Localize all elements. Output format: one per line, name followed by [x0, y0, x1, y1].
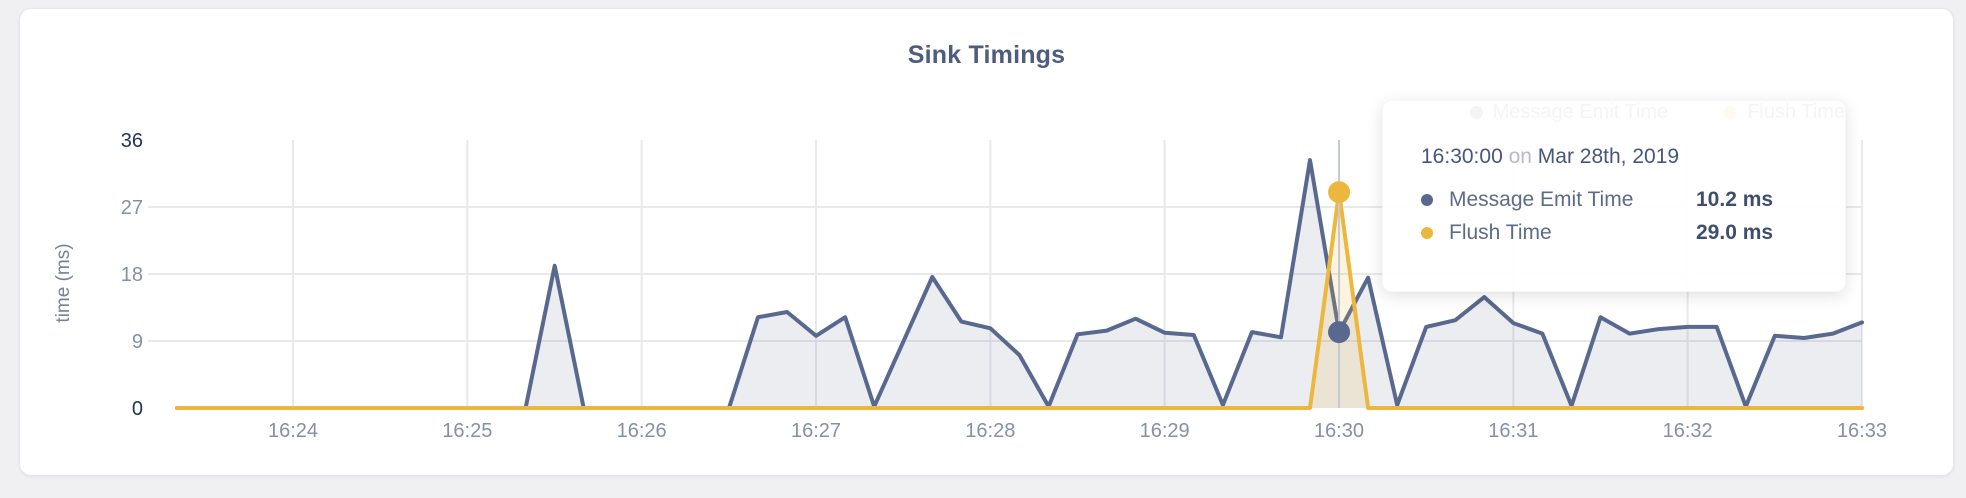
- tooltip-connector: on: [1508, 145, 1532, 168]
- x-tick-label: 16:27: [791, 420, 841, 442]
- tooltip: 16:30:00 on Mar 28th, 2019 Message Emit …: [1382, 100, 1846, 292]
- flush-point-marker[interactable]: [1328, 181, 1351, 204]
- tooltip-series-value: 10.2 ms: [1696, 188, 1774, 211]
- y-tick-label: 27: [121, 197, 143, 219]
- x-tick-label: 16:30: [1314, 420, 1364, 442]
- tooltip-series-name: Flush Time: [1449, 221, 1552, 244]
- x-tick-label: 16:28: [965, 420, 1015, 442]
- y-tick-label: 0: [132, 398, 143, 420]
- x-tick-label: 16:31: [1488, 420, 1538, 442]
- series-swatch-icon: [1421, 194, 1433, 206]
- y-tick-label: 18: [121, 264, 143, 286]
- y-tick-label: 9: [132, 331, 143, 353]
- x-tick-label: 16:29: [1140, 420, 1190, 442]
- tooltip-series-name: Message Emit Time: [1449, 188, 1634, 211]
- tooltip-header: 16:30:00 on Mar 28th, 2019: [1421, 145, 1811, 169]
- series-swatch-icon: [1421, 227, 1433, 239]
- x-tick-label: 16:33: [1837, 420, 1887, 442]
- x-tick-label: 16:24: [268, 420, 318, 442]
- x-tick-label: 16:26: [617, 420, 667, 442]
- tooltip-date: Mar 28th, 2019: [1537, 145, 1680, 168]
- x-tick-label: 16:25: [442, 420, 492, 442]
- flush-series-line[interactable]: [175, 190, 1864, 410]
- emit-series-area: [177, 160, 1862, 408]
- y-tick-label: 36: [121, 130, 143, 152]
- tooltip-row-flush-time: Flush Time 29.0 ms: [1421, 220, 1811, 246]
- tooltip-row-message-emit-time: Message Emit Time 10.2 ms: [1421, 187, 1811, 213]
- x-tick-label: 16:32: [1663, 420, 1713, 442]
- tooltip-time: 16:30:00: [1421, 145, 1503, 168]
- tooltip-series-value: 29.0 ms: [1696, 221, 1774, 244]
- chart-title: Sink Timings: [907, 41, 1066, 69]
- emit-point-marker[interactable]: [1328, 321, 1351, 344]
